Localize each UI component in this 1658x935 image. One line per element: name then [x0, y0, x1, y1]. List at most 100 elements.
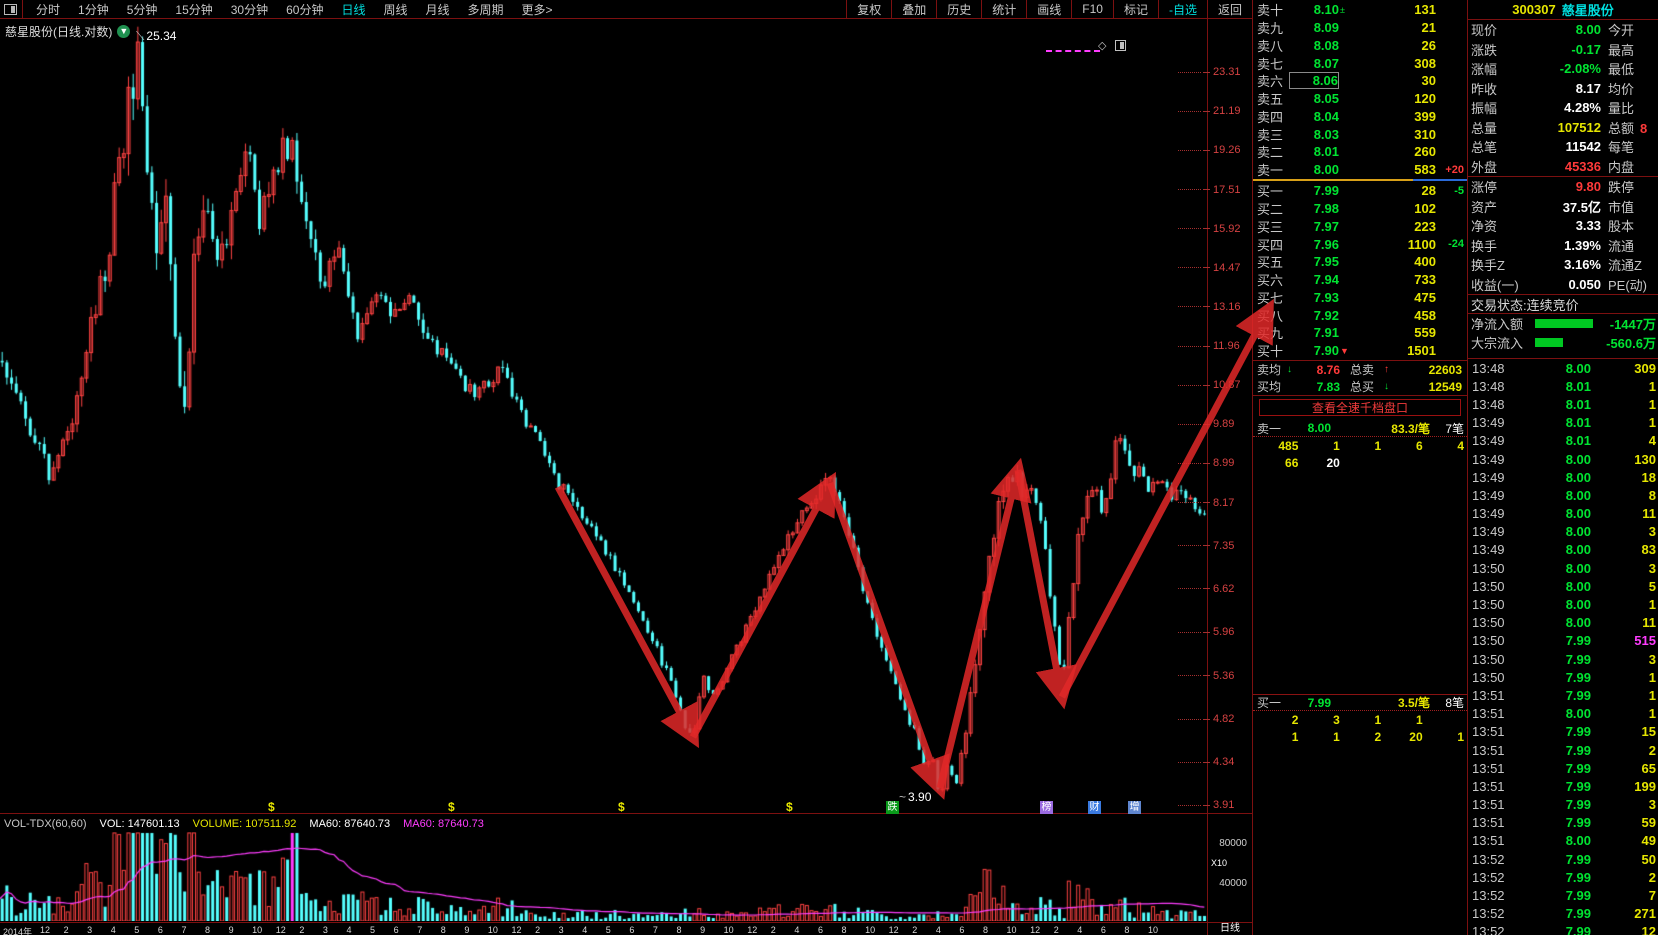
orderbook-buy-row[interactable]: 买一 7.99 28 -5	[1253, 182, 1467, 200]
toolbar-action-button-2[interactable]: 历史	[936, 0, 981, 18]
orderbook-sell-row[interactable]: 卖十 8.10 ±131	[1253, 1, 1467, 19]
timeline-label: 6	[157, 925, 163, 935]
axis-tick	[1203, 675, 1210, 677]
buy1-detail-row[interactable]: 买一 7.99 3.5/笔 8笔	[1253, 694, 1467, 711]
grid-dots	[1178, 545, 1201, 547]
tick-row: 13:49 8.00 3	[1472, 524, 1656, 540]
orderbook-sell-row[interactable]: 卖五 8.05 120	[1253, 90, 1467, 108]
orderbook-sell-row[interactable]: 卖三 8.03 310	[1253, 125, 1467, 143]
tick-row: 13:51 7.99 199	[1472, 778, 1656, 794]
sell-volume: 26	[1421, 37, 1436, 53]
orderbook-sell-row[interactable]: 卖七 8.07 308	[1253, 54, 1467, 72]
stock-name: 慈星股份	[1561, 3, 1614, 18]
sell-volume: 21	[1421, 20, 1436, 36]
toolbar-period-tab-10[interactable]: 更多>	[521, 2, 553, 17]
axis-tick	[1203, 189, 1210, 191]
price-axis-label: 23.31	[1178, 66, 1254, 78]
sell-price: 8.00	[1313, 162, 1339, 178]
volume-canvas	[0, 832, 1207, 921]
peak-price-value: 25.34	[146, 29, 177, 43]
sell1-detail-row[interactable]: 卖一 8.00 83.3/笔 7笔	[1253, 420, 1467, 437]
toolbar-period-tab-0[interactable]: 分时	[36, 2, 61, 17]
timeline-label: 12	[1030, 925, 1041, 935]
orderbook-sell-row[interactable]: 卖四 8.04 399	[1253, 108, 1467, 126]
toolbar-action-button-1[interactable]: 叠加	[891, 0, 936, 18]
toolbar-period-tab-7[interactable]: 周线	[383, 2, 408, 17]
toolbar-action-button-4[interactable]: 画线	[1026, 0, 1071, 18]
timeline-label: 5	[370, 925, 376, 935]
toolbar-action-button-3[interactable]: 统计	[981, 0, 1026, 18]
tick-row: 13:52 7.99 12	[1472, 924, 1656, 935]
sell-level-label: 卖八	[1257, 38, 1284, 54]
arrow-icon: ↑	[1384, 364, 1389, 375]
toolbar-action-button-7[interactable]: -自选	[1157, 0, 1207, 18]
toolbar-period-tab-9[interactable]: 多周期	[467, 2, 504, 17]
axis-tick	[1203, 267, 1210, 269]
main-chart-area[interactable]: 慈星股份(日线.对数) ▼ ◇	[0, 19, 1207, 813]
toolbar-action-button-6[interactable]: 标记	[1112, 0, 1158, 18]
orderbook-buy-row[interactable]: 买十 7.90 ▼ 1501	[1253, 342, 1467, 360]
orderbook-sell-row[interactable]: 卖六 8.06 30	[1253, 72, 1467, 90]
window-panel-icon[interactable]	[4, 3, 17, 15]
tick-row: 13:52 7.99 7	[1472, 888, 1656, 904]
buy-volume: 102	[1414, 201, 1436, 217]
split-panel-icon[interactable]	[1115, 40, 1127, 51]
candlestick-canvas[interactable]	[0, 19, 1207, 813]
toolbar-actions: 复权 叠加 历史 统计 画线 F10 标记 -自选 返回	[846, 0, 1252, 18]
orderbook-sell-row[interactable]: 卖八 8.08 26	[1253, 37, 1467, 55]
price-axis-label: 14.47	[1178, 262, 1254, 274]
period-label: 日线	[1207, 922, 1252, 935]
tick-row: 13:49 8.00 83	[1472, 542, 1656, 558]
volume-delta: -24	[1448, 238, 1464, 251]
axis-tick	[1203, 423, 1210, 425]
orderbook-buy-row[interactable]: 买二 7.98 102	[1253, 200, 1467, 218]
orderbook-buy-row[interactable]: 买四 7.96 1100 -24	[1253, 235, 1467, 253]
tick-trade-list[interactable]: 13:48 8.00 309 13:48 8.01 1 13:48 8.01 1 13:49 8.0…	[1468, 358, 1658, 935]
bid-ratio-segment	[1253, 179, 1413, 181]
toolbar-period-tab-6[interactable]: 日线	[341, 2, 366, 17]
timeline-label: 2014年	[3, 927, 33, 935]
axis-tick	[1203, 718, 1210, 720]
toolbar-period-tab-4[interactable]: 30分钟	[230, 2, 269, 17]
sell-level-label: 卖五	[1257, 92, 1284, 108]
grid-dots	[1178, 345, 1201, 347]
orderbook-sell-row[interactable]: 卖一 8.00 583 +20	[1253, 161, 1467, 179]
level2-quote-link[interactable]: 查看全速千档盘口	[1259, 399, 1461, 416]
timeline-label: 3	[87, 925, 93, 935]
toolbar-action-button-0[interactable]: 复权	[846, 0, 891, 18]
chevron-down-icon[interactable]: ▼	[117, 25, 131, 38]
orderbook-sell-row[interactable]: 卖九 8.09 21	[1253, 19, 1467, 37]
axis-tick	[1203, 71, 1210, 73]
orderbook-buy-row[interactable]: 买六 7.94 733	[1253, 271, 1467, 289]
axis-tick	[1203, 110, 1210, 112]
chart-title: 慈星股份(日线.对数) ▼	[5, 23, 131, 40]
orderbook-buy-row[interactable]: 买七 7.93 475	[1253, 289, 1467, 307]
peak-price-annotation: ⟍ 25.34	[136, 29, 176, 44]
sell-volume: 131	[1414, 2, 1436, 18]
toolbar-period-tab-3[interactable]: 15分钟	[175, 2, 213, 17]
sell-price: 8.10	[1313, 2, 1339, 18]
sell-level-label: 卖七	[1257, 56, 1284, 72]
toolbar-period-tab-2[interactable]: 5分钟	[126, 2, 158, 17]
toolbar-action-button-8[interactable]: 返回	[1206, 0, 1252, 18]
sell-price: 8.01	[1313, 144, 1339, 160]
chart-title-label: 慈星股份(日线.对数)	[5, 25, 113, 39]
diamond-icon[interactable]: ◇	[1098, 40, 1107, 52]
orderbook-sell-row[interactable]: 卖二 8.01 260	[1253, 143, 1467, 161]
orderbook-buy-row[interactable]: 买五 7.95 400	[1253, 253, 1467, 271]
orderbook-buy-row[interactable]: 买三 7.97 223	[1253, 218, 1467, 236]
orderbook-buy-row[interactable]: 买九 7.91 559	[1253, 324, 1467, 342]
timeline-label: 12	[275, 925, 286, 935]
tick-row: 13:49 8.00 8	[1472, 487, 1656, 503]
stock-header[interactable]: 300307 慈星股份	[1468, 0, 1658, 20]
toolbar-period-tab-8[interactable]: 月线	[425, 2, 450, 17]
orderbook-buy-row[interactable]: 买八 7.92 458	[1253, 306, 1467, 324]
toolbar-period-tab-1[interactable]: 1分钟	[78, 2, 109, 17]
toolbar-action-button-5[interactable]: F10	[1071, 0, 1113, 18]
tick-row: 13:49 8.00 18	[1472, 469, 1656, 485]
tick-row: 13:50 8.00 5	[1472, 578, 1656, 594]
volume-pane[interactable]: VOL-TDX(60,60) VOL: 147601.13 VOLUME: 1075…	[0, 814, 1207, 922]
buy-level-label: 买五	[1257, 255, 1284, 271]
tick-row: 13:52 7.99 50	[1472, 851, 1656, 867]
toolbar-period-tab-5[interactable]: 60分钟	[286, 2, 324, 17]
